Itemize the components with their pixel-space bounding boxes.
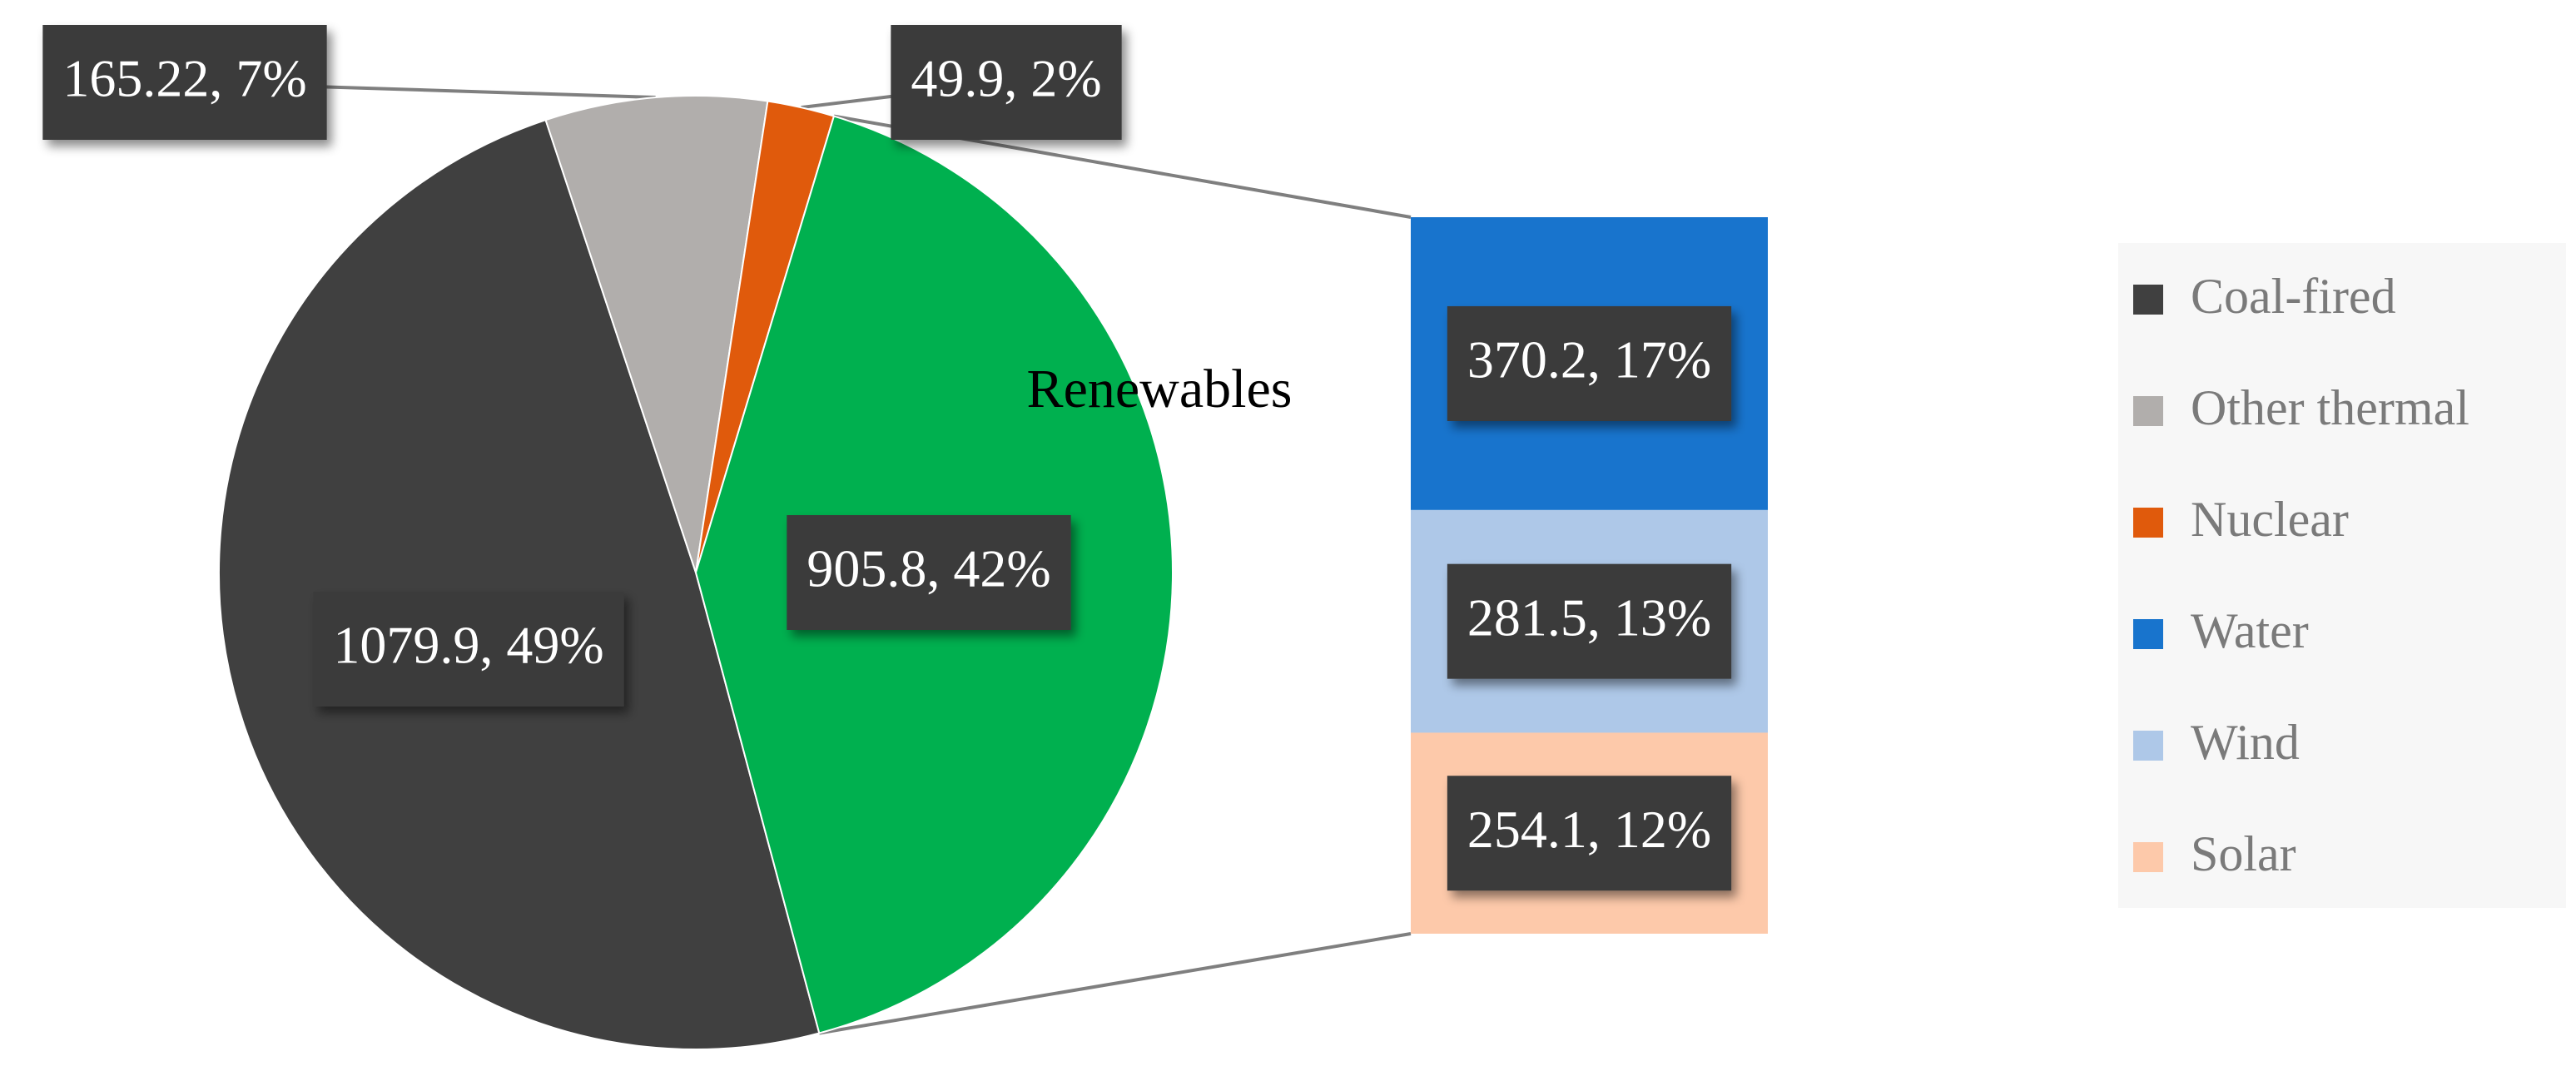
labels: 1079.9, 49% 165.22, 7% 49.9, 2% 905.8, 42% R… [42,25,1732,891]
data-label: 905.8, 42% [787,515,1071,630]
data-label-text: 165.22, 7% [62,49,306,108]
data-label-box [1447,305,1732,421]
data-label-box [42,25,327,140]
data-label-box [313,592,624,707]
legend-swatch [2133,842,2163,872]
category-label: Renewables [1027,359,1293,419]
data-label-text: 49.9, 2% [911,49,1101,108]
legend-box [2118,243,2566,908]
legend-label: Other thermal [2191,380,2469,435]
data-label: 49.9, 2% [891,25,1122,140]
pie-slice [217,118,821,1050]
legend-swatch [2133,731,2163,761]
data-label-text: 370.2, 17% [1467,330,1711,389]
legend-label: Water [2191,603,2309,658]
legend: Coal-fired Other thermal Nuclear Water Wind S… [2133,269,2469,881]
legend-swatch [2133,396,2163,426]
legend-swatch [2133,508,2163,538]
data-label: 281.5, 13% [1447,563,1732,679]
connector-line [818,932,1412,1035]
data-label-box [1447,776,1732,891]
legend-label: Solar [2191,826,2296,881]
data-label-text: 905.8, 42% [807,539,1050,598]
data-label-text: 1079.9, 49% [333,616,603,675]
data-label: 1079.9, 49% [313,592,624,707]
legend-swatch [2133,619,2163,649]
legend-swatch [2133,285,2163,315]
data-label-text: 254.1, 12% [1467,800,1711,859]
data-label-text: 281.5, 13% [1467,588,1711,647]
legend-label: Nuclear [2191,492,2349,547]
data-label-box [787,515,1071,630]
data-label-box [891,25,1122,140]
pie-slice [544,95,769,573]
data-label: 254.1, 12% [1447,776,1732,891]
data-label: 165.22, 7% [42,25,327,140]
data-label-box [1447,563,1732,679]
data-label: 370.2, 17% [1447,305,1732,421]
legend-label: Coal-fired [2191,269,2396,324]
legend-label: Wind [2191,715,2300,770]
